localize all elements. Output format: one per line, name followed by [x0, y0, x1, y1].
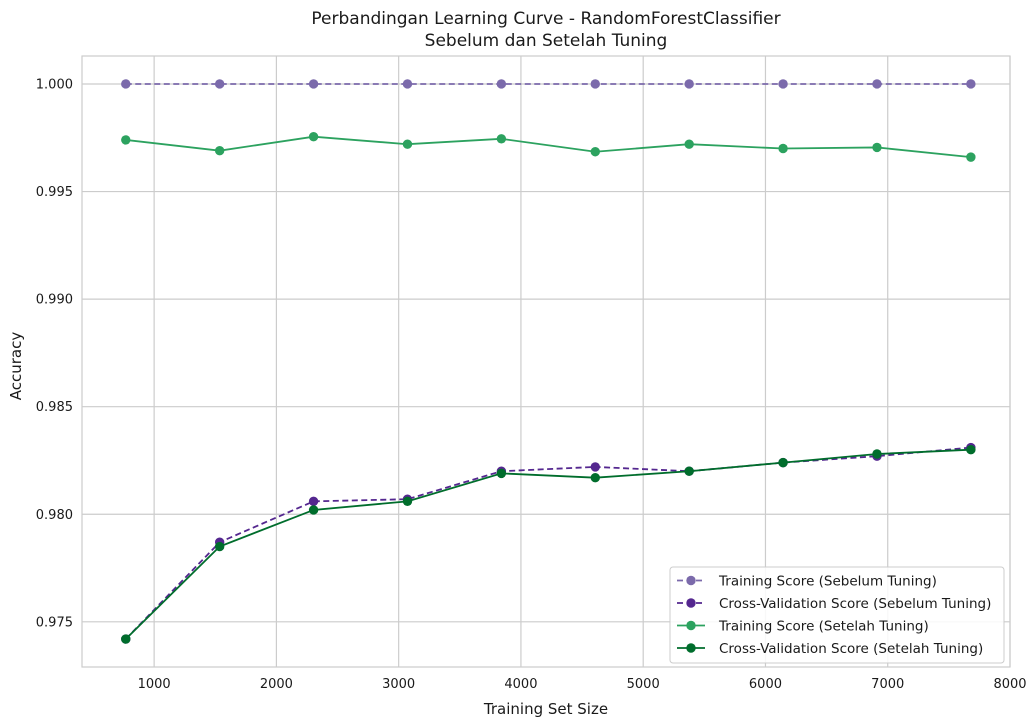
series-line — [125, 448, 971, 640]
x-tick-label: 4000 — [504, 677, 537, 692]
series-line — [125, 135, 971, 159]
legend-box — [669, 566, 1005, 664]
legend-label: Cross-Validation Score (Sebelum Tuning) — [719, 596, 991, 612]
legend-label: Training Score (Sebelum Tuning) — [718, 574, 937, 590]
x-tick-label: 1000 — [138, 677, 171, 692]
x-tick-label: 8000 — [993, 677, 1026, 692]
y-tick-label: 0.980 — [36, 508, 73, 523]
data-point — [496, 134, 507, 144]
data-point — [214, 79, 225, 89]
x-tick-label: 2000 — [260, 677, 293, 692]
series-line — [125, 446, 971, 640]
data-point — [121, 634, 131, 644]
data-point — [872, 142, 882, 153]
series-group — [121, 79, 976, 644]
data-point — [402, 496, 413, 507]
data-point — [496, 468, 507, 479]
y-axis-label: Accuracy — [7, 332, 25, 401]
data-point — [684, 139, 694, 149]
data-point — [214, 145, 225, 156]
data-point — [308, 505, 319, 515]
chart-subtitle: Sebelum dan Setelah Tuning — [425, 31, 668, 51]
data-point — [778, 457, 788, 468]
legend-item: Training Score (Sebelum Tuning) — [677, 574, 937, 590]
data-point — [590, 79, 600, 89]
legend-item: Cross-Validation Score (Setelah Tuning) — [677, 641, 983, 657]
data-point — [214, 541, 225, 552]
legend: Training Score (Sebelum Tuning) Cross-Val… — [669, 566, 1005, 664]
data-point — [966, 152, 976, 162]
data-point — [121, 135, 131, 145]
plot-frame — [81, 55, 1011, 668]
y-tick-label: 0.995 — [36, 185, 73, 200]
data-point — [872, 449, 882, 459]
x-axis-label: Training Set Size — [483, 700, 608, 718]
y-tick-label: 0.990 — [36, 293, 73, 308]
legend-label: Cross-Validation Score (Setelah Tuning) — [719, 641, 983, 657]
legend-label: Training Score (Setelah Tuning) — [718, 619, 929, 635]
data-point — [121, 79, 131, 89]
legend-marker — [686, 598, 696, 608]
x-tick-label: 7000 — [871, 677, 904, 692]
x-tick-label: 5000 — [627, 677, 660, 692]
x-tick-label: 3000 — [382, 677, 415, 692]
x-tick-label: 6000 — [749, 677, 782, 692]
data-point — [590, 147, 600, 157]
tick-labels: 1000 2000 3000 4000 5000 6000 7000 8000 0.975 0.9… — [36, 77, 1027, 692]
data-point — [402, 79, 413, 89]
data-point — [684, 466, 694, 476]
y-tick-label: 1.000 — [36, 77, 73, 92]
legend-marker — [686, 643, 696, 653]
legend-item: Cross-Validation Score (Sebelum Tuning) — [677, 596, 991, 612]
chart-title: Perbandingan Learning Curve - RandomFore… — [311, 9, 780, 29]
data-point — [966, 79, 976, 89]
data-point — [778, 79, 788, 89]
legend-marker — [686, 620, 696, 631]
data-point — [590, 462, 600, 472]
series-4 — [121, 445, 976, 644]
series-1 — [121, 79, 976, 89]
data-point — [590, 472, 600, 483]
data-point — [402, 139, 413, 149]
series-3 — [121, 131, 976, 162]
data-point — [778, 143, 788, 154]
legend-item: Training Score (Setelah Tuning) — [677, 619, 929, 635]
data-point — [308, 79, 319, 89]
legend-marker — [686, 575, 696, 586]
y-tick-label: 0.975 — [36, 615, 73, 630]
data-point — [496, 79, 507, 89]
data-point — [684, 79, 694, 89]
data-point — [308, 496, 319, 507]
data-point — [308, 131, 319, 142]
data-point — [872, 79, 882, 89]
data-point — [966, 445, 976, 455]
y-tick-label: 0.985 — [36, 400, 73, 415]
